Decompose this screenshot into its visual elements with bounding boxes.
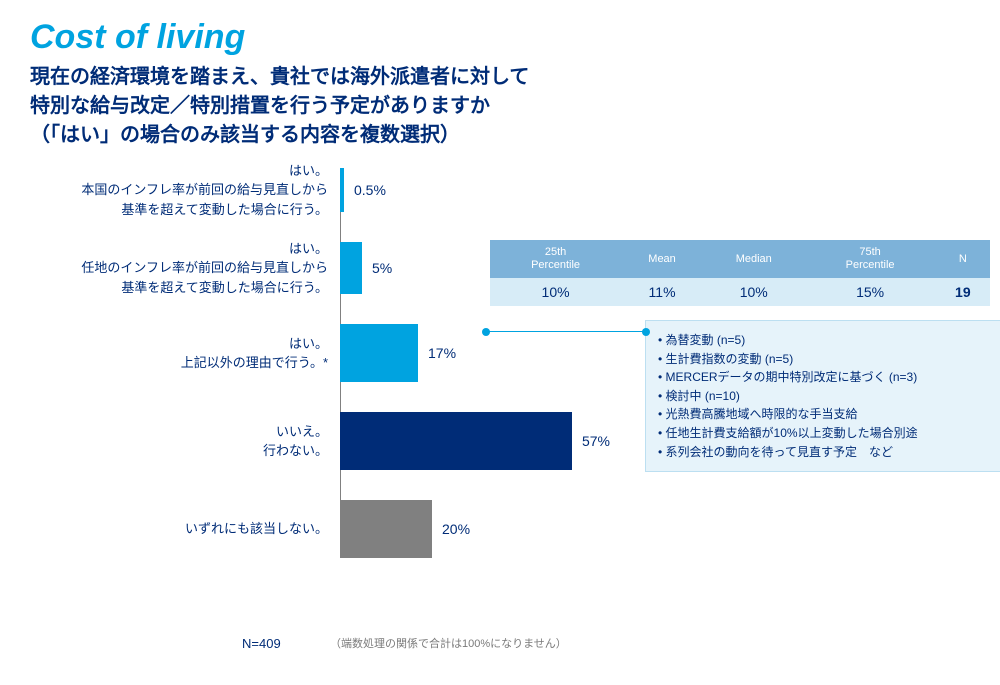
bar-value: 57% — [582, 433, 610, 449]
bar-row: はい。 任地のインフレ率が前回の給与見直しから 基準を超えて変動した場合に行う。… — [30, 242, 970, 294]
bar-label-line: 行わない。 — [263, 443, 328, 458]
bar — [340, 500, 432, 558]
bar-value: 0.5% — [354, 182, 386, 198]
bar-label: はい。 本国のインフレ率が前回の給与見直しから 基準を超えて変動した場合に行う。 — [30, 161, 340, 220]
callout-item: MERCERデータの期中特別改定に基づく (n=3) — [658, 368, 992, 387]
subtitle-line: 特別な給与改定／特別措置を行う予定がありますか — [30, 95, 490, 117]
bar-label-line: はい。 — [289, 241, 328, 256]
bar-label: はい。 任地のインフレ率が前回の給与見直しから 基準を超えて変動した場合に行う。 — [30, 239, 340, 298]
bar-row: はい。 上記以外の理由で行う。* 17% 為替変動 (n=5) 生計費指数の変動… — [30, 324, 970, 382]
bar-label-line: 上記以外の理由で行う。* — [181, 355, 328, 370]
stats-cell: 19 — [936, 278, 990, 306]
stats-table: 25thPercentile Mean Median 75thPercentil… — [490, 240, 990, 306]
callout-item: 検討中 (n=10) — [658, 387, 992, 406]
bar-chart: はい。 本国のインフレ率が前回の給与見直しから 基準を超えて変動した場合に行う。… — [30, 168, 970, 558]
bar-area: 20% — [340, 500, 610, 558]
bar-label: はい。 上記以外の理由で行う。* — [30, 334, 340, 373]
leader-dot-icon — [642, 328, 650, 336]
bar-label: いいえ。 行わない。 — [30, 422, 340, 461]
bar-label-line: 基準を超えて変動した場合に行う。 — [121, 280, 328, 295]
stats-col-header: 25thPercentile — [490, 240, 621, 278]
callout-item: 為替変動 (n=5) — [658, 331, 992, 350]
bar-value: 17% — [428, 345, 456, 361]
bar-label-line: 本国のインフレ率が前回の給与見直しから — [81, 182, 328, 197]
bar-row: はい。 本国のインフレ率が前回の給与見直しから 基準を超えて変動した場合に行う。… — [30, 168, 970, 212]
bar-label-line: いいえ。 — [276, 424, 328, 439]
stats-col-header: Mean — [621, 240, 703, 278]
stats-col-header: 75thPercentile — [805, 240, 936, 278]
bar — [340, 412, 572, 470]
bar-area: 17% — [340, 324, 610, 382]
stats-col-header: Median — [703, 240, 805, 278]
stats-cell: 11% — [621, 278, 703, 306]
callout-item: 生計費指数の変動 (n=5) — [658, 350, 992, 369]
bar-label-line: 任地のインフレ率が前回の給与見直しから — [81, 260, 328, 275]
bar-label-line: はい。 — [289, 336, 328, 351]
subtitle-line: （「はい」の場合のみ該当する内容を複数選択） — [30, 124, 460, 146]
stats-cell: 10% — [703, 278, 805, 306]
bar-label-line: 基準を超えて変動した場合に行う。 — [121, 202, 328, 217]
sample-size: N=409 — [242, 636, 281, 651]
callout-leader — [486, 331, 646, 332]
leader-dot-icon — [482, 328, 490, 336]
stats-cell: 10% — [490, 278, 621, 306]
bar — [340, 168, 344, 212]
bar-label: いずれにも該当しない。 — [30, 519, 340, 539]
bar — [340, 242, 362, 294]
stats-cell: 15% — [805, 278, 936, 306]
bar-row: いいえ。 行わない。 57% — [30, 412, 970, 470]
bar-area: 57% — [340, 412, 610, 470]
bar-row: いずれにも該当しない。 20% — [30, 500, 970, 558]
bar-area: 0.5% — [340, 168, 610, 212]
stats-col-header: N — [936, 240, 990, 278]
subtitle-line: 現在の経済環境を踏まえ、貴社では海外派遣者に対して — [30, 66, 529, 88]
bar-label-line: はい。 — [289, 163, 328, 178]
bar-value: 5% — [372, 260, 392, 276]
page-subtitle: 現在の経済環境を踏まえ、貴社では海外派遣者に対して 特別な給与改定／特別措置を行… — [30, 63, 970, 150]
page-title: Cost of living — [30, 18, 970, 57]
bar-label-line: いずれにも該当しない。 — [185, 521, 328, 536]
bar-value: 20% — [442, 521, 470, 537]
footnote: （端数処理の関係で合計は100%になりません） — [330, 635, 567, 651]
bar — [340, 324, 418, 382]
